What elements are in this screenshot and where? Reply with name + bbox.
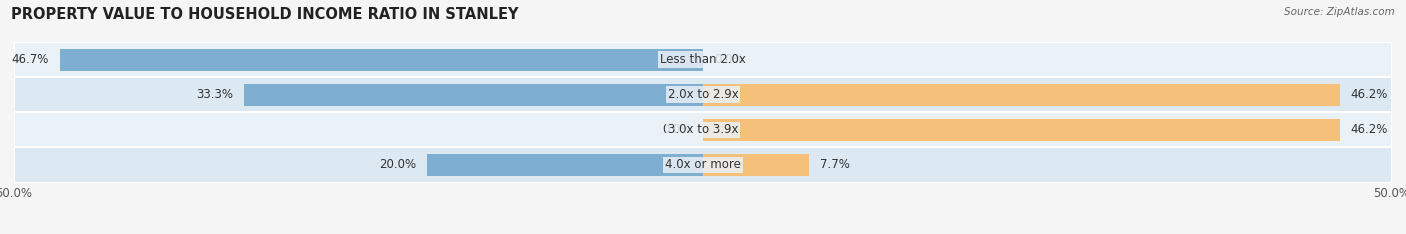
Text: 7.7%: 7.7%: [820, 158, 851, 172]
Text: 46.2%: 46.2%: [1351, 88, 1388, 101]
Bar: [703, 84, 1340, 106]
Text: 2.0x to 2.9x: 2.0x to 2.9x: [668, 88, 738, 101]
Text: 4.0x or more: 4.0x or more: [665, 158, 741, 172]
Bar: [14, 147, 1392, 183]
Text: 33.3%: 33.3%: [197, 88, 233, 101]
Bar: [59, 49, 703, 70]
Bar: [703, 119, 1340, 141]
Bar: [703, 154, 808, 176]
Text: Less than 2.0x: Less than 2.0x: [659, 53, 747, 66]
Text: 46.7%: 46.7%: [11, 53, 48, 66]
Bar: [14, 77, 1392, 112]
Text: 3.0x to 3.9x: 3.0x to 3.9x: [668, 123, 738, 136]
Bar: [427, 154, 703, 176]
Text: PROPERTY VALUE TO HOUSEHOLD INCOME RATIO IN STANLEY: PROPERTY VALUE TO HOUSEHOLD INCOME RATIO…: [11, 7, 519, 22]
Text: 0.0%: 0.0%: [714, 53, 744, 66]
Bar: [14, 112, 1392, 147]
Bar: [245, 84, 703, 106]
Text: 20.0%: 20.0%: [380, 158, 416, 172]
Text: 0.0%: 0.0%: [662, 123, 692, 136]
Text: 46.2%: 46.2%: [1351, 123, 1388, 136]
Text: Source: ZipAtlas.com: Source: ZipAtlas.com: [1284, 7, 1395, 17]
Bar: [14, 42, 1392, 77]
